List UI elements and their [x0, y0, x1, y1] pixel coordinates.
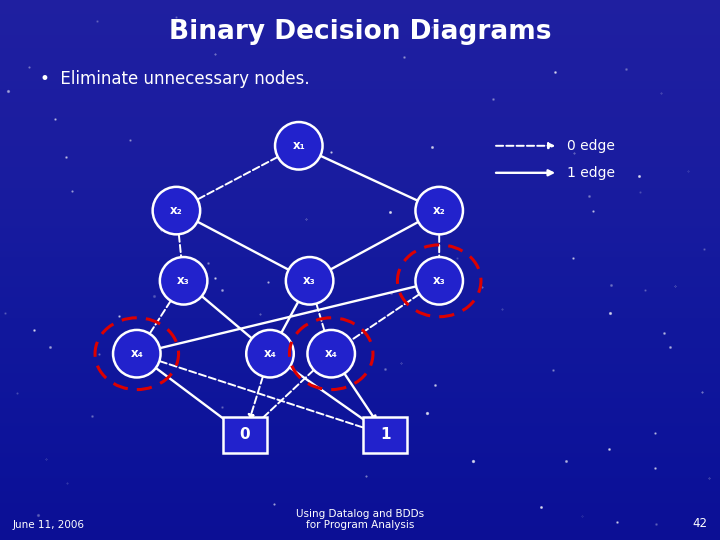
Ellipse shape	[415, 187, 463, 234]
Text: 1 edge: 1 edge	[567, 166, 615, 180]
Ellipse shape	[160, 257, 207, 305]
Ellipse shape	[113, 330, 161, 377]
Text: Using Datalog and BDDs
for Program Analysis: Using Datalog and BDDs for Program Analy…	[296, 509, 424, 530]
Text: x₃: x₃	[177, 274, 190, 287]
Text: 0 edge: 0 edge	[567, 139, 614, 153]
Text: x₁: x₁	[292, 139, 305, 152]
Text: x₄: x₄	[325, 347, 338, 360]
Text: 1: 1	[380, 427, 390, 442]
Text: x₃: x₃	[433, 274, 446, 287]
Ellipse shape	[153, 187, 200, 234]
Text: x₄: x₄	[264, 347, 276, 360]
Ellipse shape	[246, 330, 294, 377]
Ellipse shape	[275, 122, 323, 170]
Ellipse shape	[307, 330, 355, 377]
FancyBboxPatch shape	[364, 417, 408, 453]
Text: •  Eliminate unnecessary nodes.: • Eliminate unnecessary nodes.	[40, 70, 309, 88]
Text: 0: 0	[240, 427, 250, 442]
Text: June 11, 2006: June 11, 2006	[13, 520, 85, 530]
Ellipse shape	[286, 257, 333, 305]
Text: x₃: x₃	[303, 274, 316, 287]
Text: x₂: x₂	[170, 204, 183, 217]
Ellipse shape	[415, 257, 463, 305]
Text: x₂: x₂	[433, 204, 446, 217]
Text: Binary Decision Diagrams: Binary Decision Diagrams	[168, 19, 552, 45]
Text: x₄: x₄	[130, 347, 143, 360]
FancyBboxPatch shape	[223, 417, 266, 453]
Text: 42: 42	[692, 517, 707, 530]
